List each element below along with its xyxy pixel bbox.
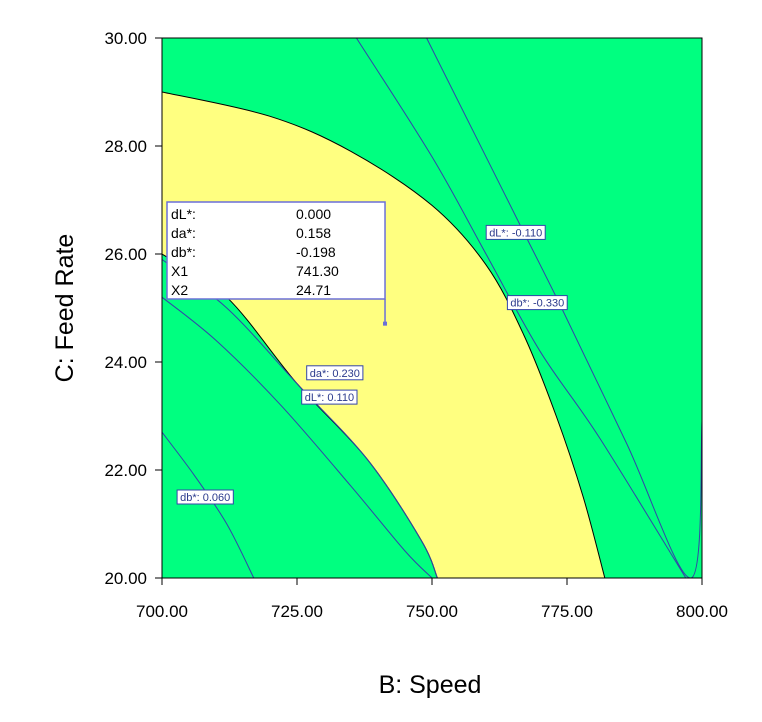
x-tick-label: 700.00 — [136, 602, 188, 621]
flag-tooltip: dL*: 0.000 da*: 0.158 db*: -0.198 X1 741.30 X2 24… — [166, 201, 388, 326]
x-axis-title: B: Speed — [379, 671, 482, 699]
contour-label-text: da*: 0.230 — [310, 368, 360, 380]
y-tick-label: 24.00 — [104, 353, 147, 372]
contour-label-text: dL*: 0.110 — [305, 392, 354, 404]
flag-row-value: 0.000 — [296, 206, 331, 222]
y-tick-label: 22.00 — [104, 461, 147, 480]
contour-label-text: dL*: -0.110 — [489, 227, 542, 239]
contour-line-2 — [162, 258, 438, 578]
flag-row-name: db*: — [171, 244, 196, 260]
x-tick-label: 725.00 — [271, 602, 323, 621]
contour-line-1 — [426, 38, 702, 578]
x-tick-label: 800.00 — [676, 602, 728, 621]
y-tick-label: 30.00 — [104, 29, 147, 48]
flag-row-name: da*: — [171, 225, 196, 241]
y-tick-label: 28.00 — [104, 137, 147, 156]
flag-row-name: dL*: — [171, 206, 196, 222]
x-tick-label: 775.00 — [541, 602, 593, 621]
flag-row-value: -0.198 — [296, 244, 336, 260]
flag-row-value: 24.71 — [296, 282, 331, 298]
contour-label-2: da*: 0.230 — [306, 365, 364, 381]
y-axis-title: C: Feed Rate — [51, 234, 79, 383]
contour-line-3 — [162, 296, 433, 578]
contour-label-text: db*: -0.330 — [510, 298, 564, 310]
flag-point — [383, 321, 388, 326]
flag-row-value: 0.158 — [296, 225, 331, 241]
contour-label-0: dL*: -0.110 — [485, 224, 546, 240]
y-tick-label: 20.00 — [104, 569, 147, 588]
contour-label-1: db*: -0.330 — [506, 295, 568, 311]
x-tick-label: 750.00 — [406, 602, 458, 621]
flag-row-name: X1 — [171, 263, 188, 279]
flag-row-value: 741.30 — [296, 263, 339, 279]
y-tick-label: 26.00 — [104, 245, 147, 264]
contour-label-4: db*: 0.060 — [176, 489, 234, 505]
contour-label-text: db*: 0.060 — [180, 492, 230, 504]
flag-box — [166, 201, 386, 300]
flag-row-name: X2 — [171, 282, 188, 298]
contour-label-3: dL*: 0.110 — [301, 389, 358, 405]
